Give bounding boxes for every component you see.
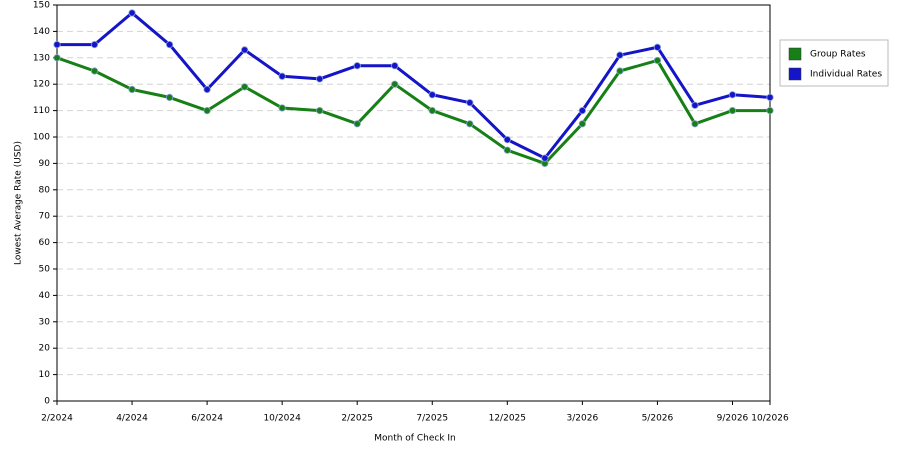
point	[53, 40, 61, 49]
point	[53, 54, 61, 62]
point	[578, 120, 586, 128]
point	[203, 85, 211, 94]
point	[391, 62, 399, 70]
point	[691, 101, 699, 109]
x-tick-label: 7/2025	[416, 414, 448, 424]
point	[728, 91, 737, 99]
point	[165, 93, 174, 102]
point	[90, 67, 99, 75]
point	[466, 120, 474, 128]
y-tick-label: 150	[33, 1, 50, 11]
series-line	[57, 11, 771, 160]
y-tick-label: 0	[44, 397, 50, 407]
point	[128, 85, 136, 94]
point	[391, 80, 399, 88]
legend-swatch	[788, 47, 802, 61]
point	[428, 91, 436, 99]
point	[616, 67, 624, 75]
x-tick-label: 4/2024	[116, 414, 148, 424]
y-tick-label: 140	[33, 27, 50, 37]
x-axis-label: Month of Check In	[374, 434, 456, 444]
point	[541, 154, 549, 162]
x-tick-label: 2/2025	[341, 414, 373, 424]
point	[653, 56, 662, 65]
point	[353, 120, 361, 128]
point	[466, 99, 474, 107]
legend-label: Group Rates	[810, 50, 866, 60]
x-tick-label: 12/2025	[489, 414, 526, 424]
x-tick-label: 10/2026	[751, 414, 789, 424]
y-tick-label: 110	[33, 106, 50, 116]
x-tick-label: 6/2024	[191, 414, 223, 424]
point	[578, 107, 586, 115]
point	[503, 146, 511, 154]
y-tick-label: 30	[39, 317, 51, 327]
point	[316, 107, 324, 115]
point	[203, 107, 211, 115]
point	[128, 9, 136, 17]
y-tick-label: 120	[33, 80, 50, 90]
x-tick-label: 5/2026	[642, 414, 674, 424]
point	[691, 120, 699, 128]
y-tick-label: 80	[39, 185, 51, 195]
point	[241, 83, 249, 91]
y-tick-label: 20	[39, 344, 51, 354]
x-tick-label: 2/2024	[41, 414, 73, 424]
x-tick-label: 3/2026	[567, 414, 599, 424]
point	[278, 104, 286, 112]
point	[428, 107, 436, 115]
y-tick-label: 10	[39, 370, 51, 380]
point	[241, 46, 249, 54]
legend: Group Rates Individual Rates	[779, 39, 889, 87]
series-line	[56, 56, 770, 165]
legend-label: Individual Rates	[810, 70, 882, 80]
y-tick-label: 100	[33, 133, 50, 143]
point	[353, 62, 361, 70]
point	[766, 93, 774, 102]
point	[766, 107, 774, 115]
x-tick-label: 9/2026	[717, 414, 749, 424]
point	[90, 40, 99, 49]
point	[616, 51, 624, 59]
point	[728, 107, 737, 115]
point	[653, 43, 662, 51]
point	[503, 136, 511, 144]
y-tick-label: 60	[39, 238, 51, 248]
y-tick-label: 40	[39, 291, 51, 301]
legend-swatch	[788, 67, 802, 81]
point	[165, 40, 174, 49]
y-tick-label: 90	[39, 159, 51, 169]
x-tick-label: 10/2024	[263, 414, 301, 424]
point	[316, 75, 324, 83]
y-tick-label: 70	[39, 212, 51, 222]
y-axis-label: Lowest Average Rate (USD)	[14, 141, 24, 265]
y-tick-label: 50	[39, 265, 51, 275]
plot-frame	[56, 4, 771, 402]
point	[278, 72, 286, 80]
y-tick-label: 130	[33, 53, 50, 63]
